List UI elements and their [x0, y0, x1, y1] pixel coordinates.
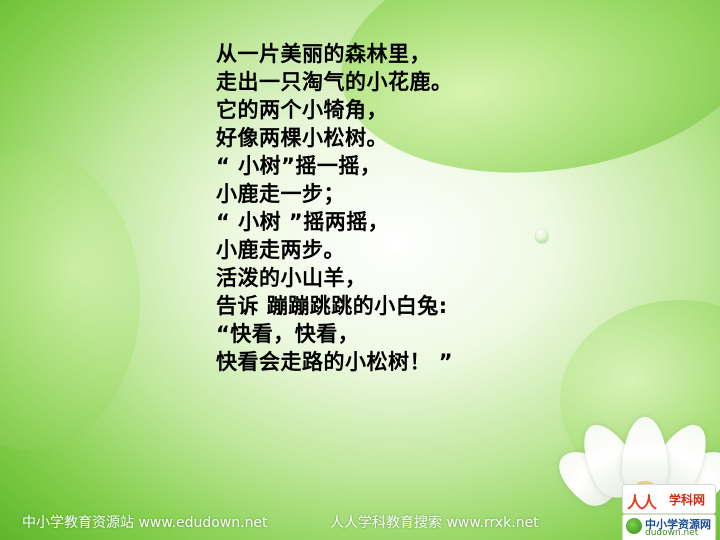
rrxk-logo-mark: 人人	[627, 493, 657, 512]
footer-site-edudown[interactable]: 中小学教育资源站 www.edudown.net	[22, 515, 268, 531]
poem-line-9: 活泼的小山羊，	[216, 266, 367, 290]
water-droplet-icon	[536, 228, 548, 242]
poem-line-4: 好像两棵小松树。	[216, 126, 388, 150]
globe-icon	[626, 518, 642, 534]
poem-line-5: “ 小树”摇一摇，	[216, 154, 382, 178]
poem-line-2: 走出一只淘气的小花鹿。	[216, 70, 453, 94]
footer-site-rrxk[interactable]: 人人学科教育搜索 www.rrxk.net	[330, 515, 539, 531]
edudown-logo-title: 中小学资源网	[645, 518, 711, 531]
poem-line-12: 快看会走路的小松树！ ”	[216, 350, 454, 374]
rrxk-logo-text: 学科网	[669, 493, 706, 507]
lotus-leaf-left	[0, 150, 140, 450]
poem-line-7: “ 小树 ”摇两摇，	[216, 210, 390, 234]
poem-line-6: 小鹿走一步；	[216, 182, 345, 206]
poem-line-11: “快看，快看，	[216, 322, 360, 346]
poem-text: 从一片美丽的森林里， 走出一只淘气的小花鹿。 它的两个小犄角， 好像两棵小松树。…	[216, 40, 453, 376]
poem-line-1: 从一片美丽的森林里，	[216, 42, 431, 66]
footer: 中小学教育资源站 www.edudown.net 人人学科教育搜索 www.rr…	[0, 508, 620, 536]
rrxk-logo[interactable]: 人人 学科网	[622, 484, 716, 514]
edudown-logo[interactable]: 中小学资源网 dudown.net	[622, 514, 716, 540]
poem-line-10: 告诉 蹦蹦跳跳的小白兔:	[216, 294, 448, 318]
edudown-logo-url: dudown.net	[645, 528, 699, 538]
poem-line-8: 小鹿走两步。	[216, 238, 345, 262]
poem-line-3: 它的两个小犄角，	[216, 98, 388, 122]
lotus-flower-icon	[548, 395, 720, 514]
